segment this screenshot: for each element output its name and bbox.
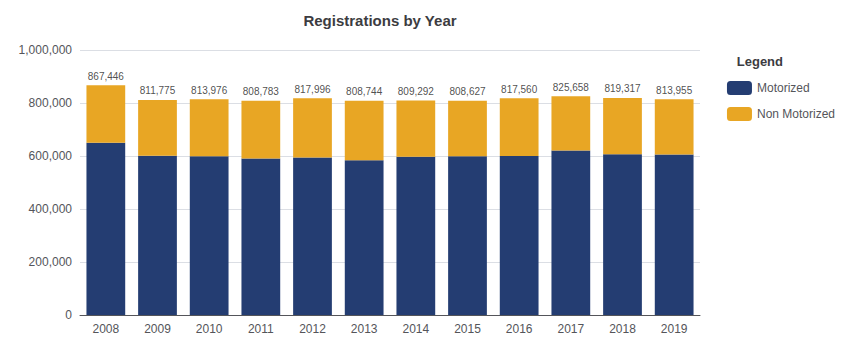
svg-text:819,317: 819,317	[604, 83, 641, 94]
svg-text:Non Motorized: Non Motorized	[757, 107, 835, 121]
svg-text:808,783: 808,783	[243, 86, 280, 97]
svg-text:813,955: 813,955	[656, 85, 693, 96]
svg-text:2009: 2009	[144, 322, 171, 336]
svg-text:200,000: 200,000	[29, 255, 73, 269]
svg-text:2017: 2017	[557, 322, 584, 336]
svg-text:2011: 2011	[248, 322, 274, 336]
svg-text:817,996: 817,996	[294, 84, 331, 95]
svg-text:813,976: 813,976	[191, 85, 228, 96]
svg-text:2016: 2016	[506, 322, 533, 336]
svg-text:Legend: Legend	[737, 54, 783, 69]
svg-text:600,000: 600,000	[29, 149, 73, 163]
svg-text:Motorized: Motorized	[757, 81, 810, 95]
svg-text:809,292: 809,292	[398, 86, 435, 97]
svg-text:817,560: 817,560	[501, 84, 538, 95]
svg-text:811,775: 811,775	[140, 85, 176, 96]
svg-text:2014: 2014	[402, 322, 429, 336]
svg-text:0: 0	[65, 308, 72, 322]
svg-text:400,000: 400,000	[29, 202, 73, 216]
svg-text:825,658: 825,658	[553, 82, 590, 93]
svg-text:808,744: 808,744	[346, 86, 383, 97]
svg-text:2010: 2010	[196, 322, 223, 336]
svg-text:2012: 2012	[299, 322, 326, 336]
svg-text:2015: 2015	[454, 322, 481, 336]
svg-text:800,000: 800,000	[29, 96, 73, 110]
svg-text:2013: 2013	[351, 322, 378, 336]
svg-text:867,446: 867,446	[88, 71, 125, 82]
svg-text:2018: 2018	[609, 322, 636, 336]
svg-text:2019: 2019	[661, 322, 688, 336]
svg-text:808,627: 808,627	[449, 86, 486, 97]
svg-text:2008: 2008	[92, 322, 119, 336]
svg-text:Registrations by Year: Registrations by Year	[303, 12, 456, 29]
svg-text:1,000,000: 1,000,000	[19, 43, 73, 57]
